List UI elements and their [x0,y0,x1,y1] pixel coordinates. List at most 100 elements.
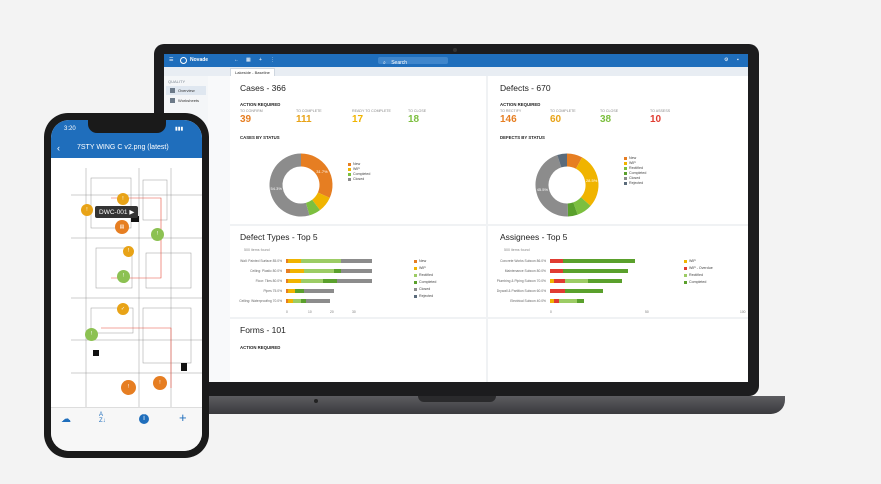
donut-slice [566,153,583,169]
bar-label: Pipes 75.0% [263,289,282,293]
secondary-panel [208,76,231,382]
more-icon[interactable]: ⋮ [270,57,275,63]
defect-pin[interactable]: ▤ [115,220,129,234]
legend-label: Completed [629,171,647,175]
legend-item: Rectified [684,273,703,277]
legend-item: New [414,259,426,263]
user-icon[interactable]: ▪ [737,57,739,63]
metric-value: 17 [352,114,364,125]
battery-icon: ▮▮▮ [175,126,184,132]
defect-pin[interactable]: ! [151,228,164,241]
stacked-bar [550,299,585,303]
cases-card: Cases - 366 ACTION REQUIRED TO CONFIRM 39… [230,76,486,224]
defect-pin[interactable]: ! [117,270,130,283]
defect-pin[interactable]: ! [121,380,136,395]
metric-label: READY TO COMPLETE [352,109,391,113]
stacked-bar [286,269,372,273]
sidebar-item-worksheets[interactable]: Worksheets [166,96,206,105]
bar-segment [286,269,291,273]
defect-pin[interactable]: ! [117,193,129,205]
laptop-logo [314,399,318,403]
stacked-bar [550,259,636,263]
legend-item: New [348,162,360,166]
axis-tick: 30 [352,310,356,314]
legend-item: Completed [624,171,646,175]
donut-slice-label: 31.7% [316,169,328,174]
axis-tick: 0 [286,310,288,314]
search-input[interactable]: ⌕ Search [378,57,448,66]
legend-label: New [419,259,427,263]
sort-icon[interactable]: A Z↓ [99,412,106,424]
legend-swatch [348,162,351,166]
assignees-title: Assignees - Top 5 [500,232,568,242]
legend-swatch [414,273,417,277]
legend-item: Completed [414,280,436,284]
defect-pin[interactable]: ! [153,376,167,390]
overview-icon [170,88,175,94]
donut-slice [575,157,599,206]
add-icon[interactable]: + [179,410,187,425]
phone-screen: 3:20 ▮▮▮ ‹ 7STY WING C v2.png (latest) !… [51,120,202,451]
grid-icon[interactable]: ▦ [246,57,251,63]
donut-slice [572,196,591,215]
bar-segment [290,269,304,273]
defect-pin[interactable]: ! [85,328,98,341]
floor-plan[interactable]: ! ▤ ! ! ! ! ✓ ! ! ! DWC-001 ▶ [51,158,202,407]
legend-label: New [353,162,361,166]
menu-icon[interactable]: ☰ [169,57,174,63]
donut-slice-label: 54.3% [271,186,283,191]
forms-action-required: ACTION REQUIRED [240,345,281,350]
defect-pin[interactable]: ✓ [117,303,129,315]
metric-label: TO ASSESS [650,109,671,113]
cases-title: Cases - 366 [240,83,286,93]
defects-action-required: ACTION REQUIRED [500,102,541,107]
bar-label: Plumbing & Piping Subcon 70.0% [496,279,546,283]
legend-label: Rectified [689,273,703,277]
legend-label: Rectified [419,273,433,277]
bar-segment [559,299,577,303]
back-arrow-icon[interactable]: ‹ [57,143,60,153]
legend-swatch [624,166,627,170]
bar-segment [294,289,304,293]
bar-segment [288,259,302,263]
sidebar-section-label: QUALITY [168,79,186,84]
legend-item: WIP [624,161,636,165]
sidebar-item-label: Overview [178,88,195,93]
bar-segment [550,289,566,293]
pin-tooltip[interactable]: DWC-001 ▶ [95,206,139,218]
add-icon[interactable]: + [259,57,262,63]
legend-swatch [414,287,417,291]
bar-segment [576,299,585,303]
bar-segment [553,279,566,283]
settings-icon[interactable]: ⚙ [724,57,729,63]
legend-item: Closed [348,177,364,181]
tab-project[interactable]: Lakeside - Baseline [230,68,275,77]
legend-label: Completed [353,172,371,176]
info-icon[interactable]: i [139,414,149,424]
metric-value: 146 [500,114,517,125]
donut-slice [557,153,568,168]
metric-label: TO CONFIRM [240,109,263,113]
defect-pin[interactable]: ! [81,204,93,216]
cases-action-required: ACTION REQUIRED [240,102,281,107]
back-icon[interactable]: ← [234,57,239,63]
bar-segment [550,279,554,283]
bar-segment [565,289,604,293]
cloud-download-icon[interactable]: ☁ [61,414,71,425]
legend-item: WIP [684,259,696,263]
bar-segment [334,269,341,273]
legend-label: Completed [419,280,437,284]
axis-tick: 100 [740,310,746,314]
legend-swatch [414,266,417,270]
bar-segment [288,289,295,293]
legend-label: WIP - Overdue [689,266,713,270]
legend-label: Rejected [629,181,644,185]
sidebar-item-overview[interactable]: Overview [166,86,206,95]
app-top-bar: ☰ Novade ← ▦ + ⋮ ⌕ Search ⚙ ▪ [164,54,748,67]
defects-by-status-label: DEFECTS BY STATUS [500,135,545,140]
bar-label: Ceiling: Waterproofing 70.0% [239,299,282,303]
legend-swatch [348,172,351,176]
bar-segment [553,299,560,303]
legend-item: Closed [414,287,430,291]
defect-pin[interactable]: ! [123,246,134,257]
